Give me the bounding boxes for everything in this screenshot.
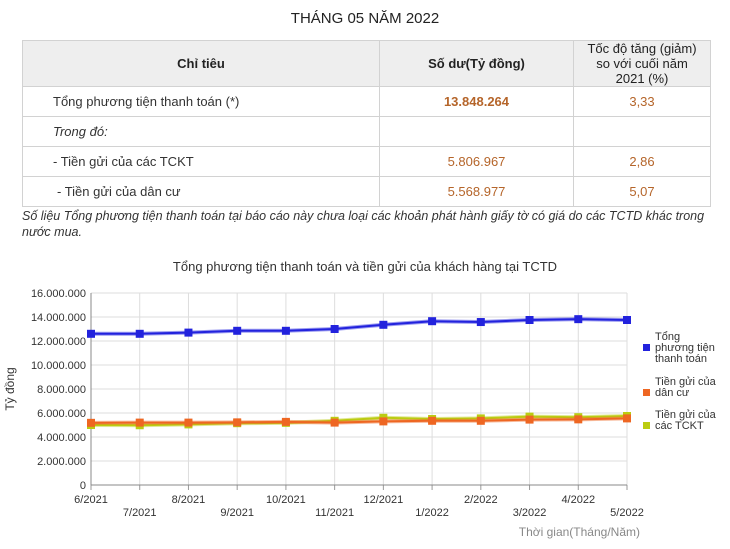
y-tick-label: 2.000.000 bbox=[37, 456, 86, 468]
data-point bbox=[623, 414, 631, 423]
x-tick-label: 1/2022 bbox=[415, 507, 449, 519]
data-point bbox=[184, 328, 193, 337]
money-supply-table: Chỉ tiêu Số dư(Tỷ đồng) Tốc độ tăng (giả… bbox=[22, 40, 711, 207]
x-tick-label: 5/2022 bbox=[610, 507, 644, 519]
table-row: - Tiền gửi của dân cư 5.568.977 5,07 bbox=[22, 176, 711, 207]
row-balance bbox=[379, 116, 574, 147]
table-header-row: Chỉ tiêu Số dư(Tỷ đồng) Tốc độ tăng (giả… bbox=[22, 40, 711, 87]
data-point bbox=[233, 418, 242, 427]
y-axis-label: Tỷ đồng bbox=[3, 367, 17, 410]
data-point bbox=[135, 329, 144, 338]
data-point bbox=[428, 416, 437, 425]
y-tick-label: 4.000.000 bbox=[37, 432, 86, 444]
legend-label: Tổng bbox=[655, 331, 680, 343]
x-tick-label: 8/2021 bbox=[172, 494, 206, 506]
legend-swatch bbox=[643, 389, 650, 396]
header-growth: Tốc độ tăng (giảm) so với cuối năm 2021 … bbox=[573, 40, 711, 87]
legend-label: Tiền gửi của bbox=[655, 409, 717, 421]
data-point bbox=[623, 316, 631, 324]
x-tick-label: 2/2022 bbox=[464, 494, 498, 506]
y-tick-label: 14.000.000 bbox=[31, 312, 86, 324]
x-tick-label: 9/2021 bbox=[220, 507, 254, 519]
row-label: - Tiền gửi của các TCKT bbox=[22, 146, 380, 177]
table-row: Trong đó: bbox=[22, 116, 711, 147]
legend-swatch bbox=[643, 422, 650, 429]
x-tick-label: 3/2022 bbox=[513, 507, 547, 519]
row-balance: 5.568.977 bbox=[379, 176, 574, 207]
table-row: Tổng phương tiện thanh toán (*) 13.848.2… bbox=[22, 86, 711, 117]
row-balance: 13.848.264 bbox=[379, 86, 574, 117]
x-tick-label: 7/2021 bbox=[123, 507, 157, 519]
data-point bbox=[574, 415, 583, 424]
data-point bbox=[281, 326, 290, 335]
data-point bbox=[476, 416, 485, 425]
y-tick-label: 0 bbox=[80, 480, 86, 492]
data-point bbox=[281, 417, 290, 426]
table-footnote: Số liệu Tổng phương tiện thanh toán tại … bbox=[22, 209, 705, 239]
y-tick-label: 16.000.000 bbox=[31, 288, 86, 300]
data-point bbox=[184, 418, 193, 427]
row-balance: 5.806.967 bbox=[379, 146, 574, 177]
data-point bbox=[379, 320, 388, 329]
y-tick-label: 10.000.000 bbox=[31, 360, 86, 372]
legend-label: dân cư bbox=[655, 387, 690, 399]
series-line bbox=[91, 318, 628, 335]
row-label: Trong đó: bbox=[22, 116, 380, 147]
legend-label: thanh toán bbox=[655, 353, 707, 365]
series-line bbox=[90, 417, 628, 424]
data-point bbox=[233, 326, 242, 335]
data-point bbox=[428, 317, 437, 326]
row-growth: 3,33 bbox=[573, 86, 711, 117]
data-point bbox=[330, 418, 339, 427]
legend-swatch bbox=[643, 344, 650, 351]
data-point bbox=[87, 418, 95, 427]
x-tick-label: 11/2021 bbox=[315, 507, 354, 519]
data-point bbox=[525, 316, 534, 324]
row-growth bbox=[573, 116, 711, 147]
y-tick-label: 12.000.000 bbox=[31, 336, 86, 348]
x-tick-label: 10/2021 bbox=[266, 494, 306, 506]
legend-label: phương tiện bbox=[655, 342, 715, 354]
legend-label: Tiền gửi của bbox=[655, 376, 717, 388]
table-row: - Tiền gửi của các TCKT 5.806.967 2,86 bbox=[22, 146, 711, 177]
x-tick-label: 4/2022 bbox=[561, 494, 595, 506]
x-tick-label: 12/2021 bbox=[363, 494, 403, 506]
data-point bbox=[87, 329, 95, 338]
row-label: Tổng phương tiện thanh toán (*) bbox=[22, 86, 380, 117]
money-supply-line-chart: Tổng phương tiện thanh toán và tiền gửi … bbox=[3, 259, 717, 539]
header-indicator: Chỉ tiêu bbox=[22, 40, 380, 87]
x-axis-label: Thời gian(Tháng/Năm) bbox=[519, 525, 640, 539]
row-label: - Tiền gửi của dân cư bbox=[22, 176, 380, 207]
page-title: THÁNG 05 NĂM 2022 bbox=[290, 10, 440, 27]
row-growth: 2,86 bbox=[573, 146, 711, 177]
y-tick-label: 8.000.000 bbox=[37, 384, 86, 396]
data-point bbox=[379, 417, 388, 426]
header-balance: Số dư(Tỷ đồng) bbox=[379, 40, 574, 87]
chart-title: Tổng phương tiện thanh toán và tiền gửi … bbox=[173, 259, 557, 274]
data-point bbox=[525, 415, 534, 424]
data-point bbox=[330, 325, 339, 333]
x-tick-label: 6/2021 bbox=[74, 494, 108, 506]
row-growth: 5,07 bbox=[573, 176, 711, 207]
data-point bbox=[135, 418, 144, 427]
data-point bbox=[476, 318, 485, 327]
series-line bbox=[90, 415, 628, 427]
y-tick-label: 6.000.000 bbox=[37, 408, 86, 420]
data-point bbox=[574, 315, 583, 324]
legend-label: các TCKT bbox=[655, 420, 704, 432]
